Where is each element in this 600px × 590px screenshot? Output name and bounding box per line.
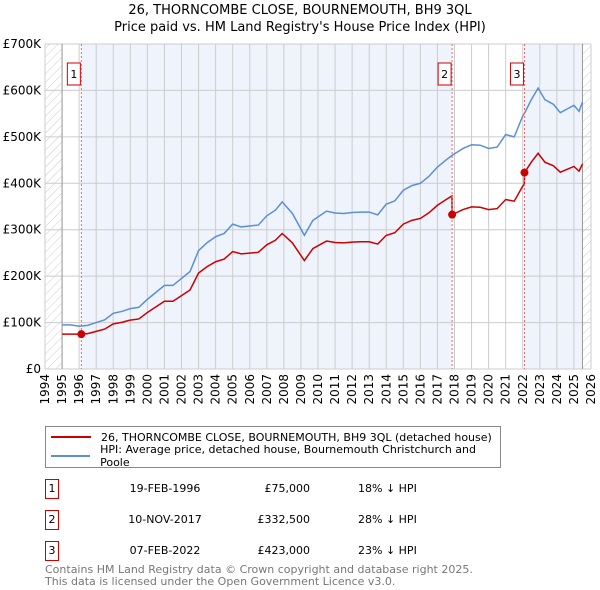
x-tick-label: 2010 [311,374,325,405]
y-tick-label: £500K [3,130,43,144]
legend-swatch-red [51,436,91,438]
sale-point [448,210,457,219]
x-tick-label: 2008 [277,374,291,405]
legend-item-property: 26, THORNCOMBE CLOSE, BOURNEMOUTH, BH9 3… [51,428,492,446]
y-tick-label: £200K [3,269,43,283]
sale-point [520,168,529,177]
x-tick-label: 2024 [550,374,564,405]
legend: 26, THORNCOMBE CLOSE, BOURNEMOUTH, BH9 3… [45,426,501,469]
x-tick-label: 2006 [243,374,257,405]
sale-marker-box [437,62,452,86]
chart-subtitle: Price paid vs. HM Land Registry's House … [114,20,486,35]
sale-row: 3 07-FEB-2022 £423,000 23% ↓ HPI [45,541,465,561]
x-tick-label: 1997 [89,374,103,405]
footer-line: This data is licensed under the Open Gov… [45,575,396,588]
sale-price: £75,000 [264,482,311,495]
sale-point [77,330,86,339]
sale-marker-label: 1 [45,479,59,499]
sale-price: £423,000 [257,544,311,557]
x-tick-label: 2014 [379,374,393,405]
x-tick-label: 2000 [140,374,154,405]
x-tick-label: 2016 [413,374,427,405]
sale-row: 1 19-FEB-1996 £75,000 18% ↓ HPI [45,479,465,499]
x-tick-label: 2021 [499,374,513,405]
legend-label: 26, THORNCOMBE CLOSE, BOURNEMOUTH, BH9 3… [101,430,492,444]
chart-title: 26, THORNCOMBE CLOSE, BOURNEMOUTH, BH9 3… [128,3,472,18]
x-tick-label: 1995 [55,374,69,405]
sale-date: 07-FEB-2022 [129,544,201,557]
y-tick-label: £700K [3,37,43,51]
y-tick-label: £100K [3,316,43,330]
sale-marker-label: 3 [513,68,520,81]
sale-row: 2 10-NOV-2017 £332,500 28% ↓ HPI [45,510,465,530]
x-tick-label: 2020 [482,374,496,405]
x-tick-label: 1998 [106,374,120,405]
x-tick-label: 2011 [328,374,342,405]
x-tick-label: 2015 [396,374,410,405]
ownership-shade-3 [524,44,583,369]
x-tick-label: 2013 [362,374,376,405]
footer: Contains HM Land Registry data © Crown c… [45,564,473,588]
x-tick-label: 1999 [123,374,137,405]
sale-hpi-diff: 23% ↓ HPI [358,544,417,557]
x-tick-label: 2018 [448,374,462,405]
sale-marker-label: 3 [45,541,59,561]
x-tick-label: 2023 [533,374,547,405]
no-data-hatch-right [582,44,591,369]
x-tick-label: 2012 [345,374,359,405]
hpi-line [62,86,584,328]
sale-marker-label: 1 [70,68,77,81]
y-tick-label: £400K [3,176,43,190]
sale-marker-label: 2 [441,68,448,81]
x-tick-label: 2026 [584,374,598,405]
x-tick-label: 2004 [209,374,223,405]
x-tick-label: 2019 [465,374,479,405]
price-chart: £0 £100K £200K £300K £400K £500K £600K £700K 199… [3,37,598,405]
sale-date: 10-NOV-2017 [128,513,202,526]
x-tick-label: 1994 [38,374,52,405]
x-tick-label: 2003 [192,374,206,405]
legend-item-hpi: HPI: Average price, detached house, Bour… [51,443,500,469]
no-data-hatch-left [45,44,63,369]
sale-hpi-diff: 28% ↓ HPI [358,513,417,526]
sale-marker-label: 2 [45,510,59,530]
x-tick-label: 2009 [294,374,308,405]
x-tick-label: 2025 [567,374,581,405]
y-tick-label: £300K [3,223,43,237]
x-tick-label: 2017 [430,374,444,405]
y-tick-label: £0 [26,362,41,376]
x-tick-label: 2002 [175,374,189,405]
sale-hpi-diff: 18% ↓ HPI [358,482,417,495]
x-tick-label: 2005 [226,374,240,405]
sale-price: £332,500 [257,513,311,526]
x-tick-label: 1996 [72,374,86,405]
y-tick-label: £600K [3,83,43,97]
x-tick-label: 2007 [260,374,274,405]
sale-date: 19-FEB-1996 [129,482,201,495]
legend-swatch-blue [51,455,91,457]
footer-line: Contains HM Land Registry data © Crown c… [45,563,473,576]
sale-marker-box [509,62,524,86]
x-tick-label: 2022 [516,374,530,405]
x-tick-label: 2001 [157,374,171,405]
legend-label: HPI: Average price, detached house, Bour… [100,443,477,469]
sale-marker-box [66,62,81,86]
